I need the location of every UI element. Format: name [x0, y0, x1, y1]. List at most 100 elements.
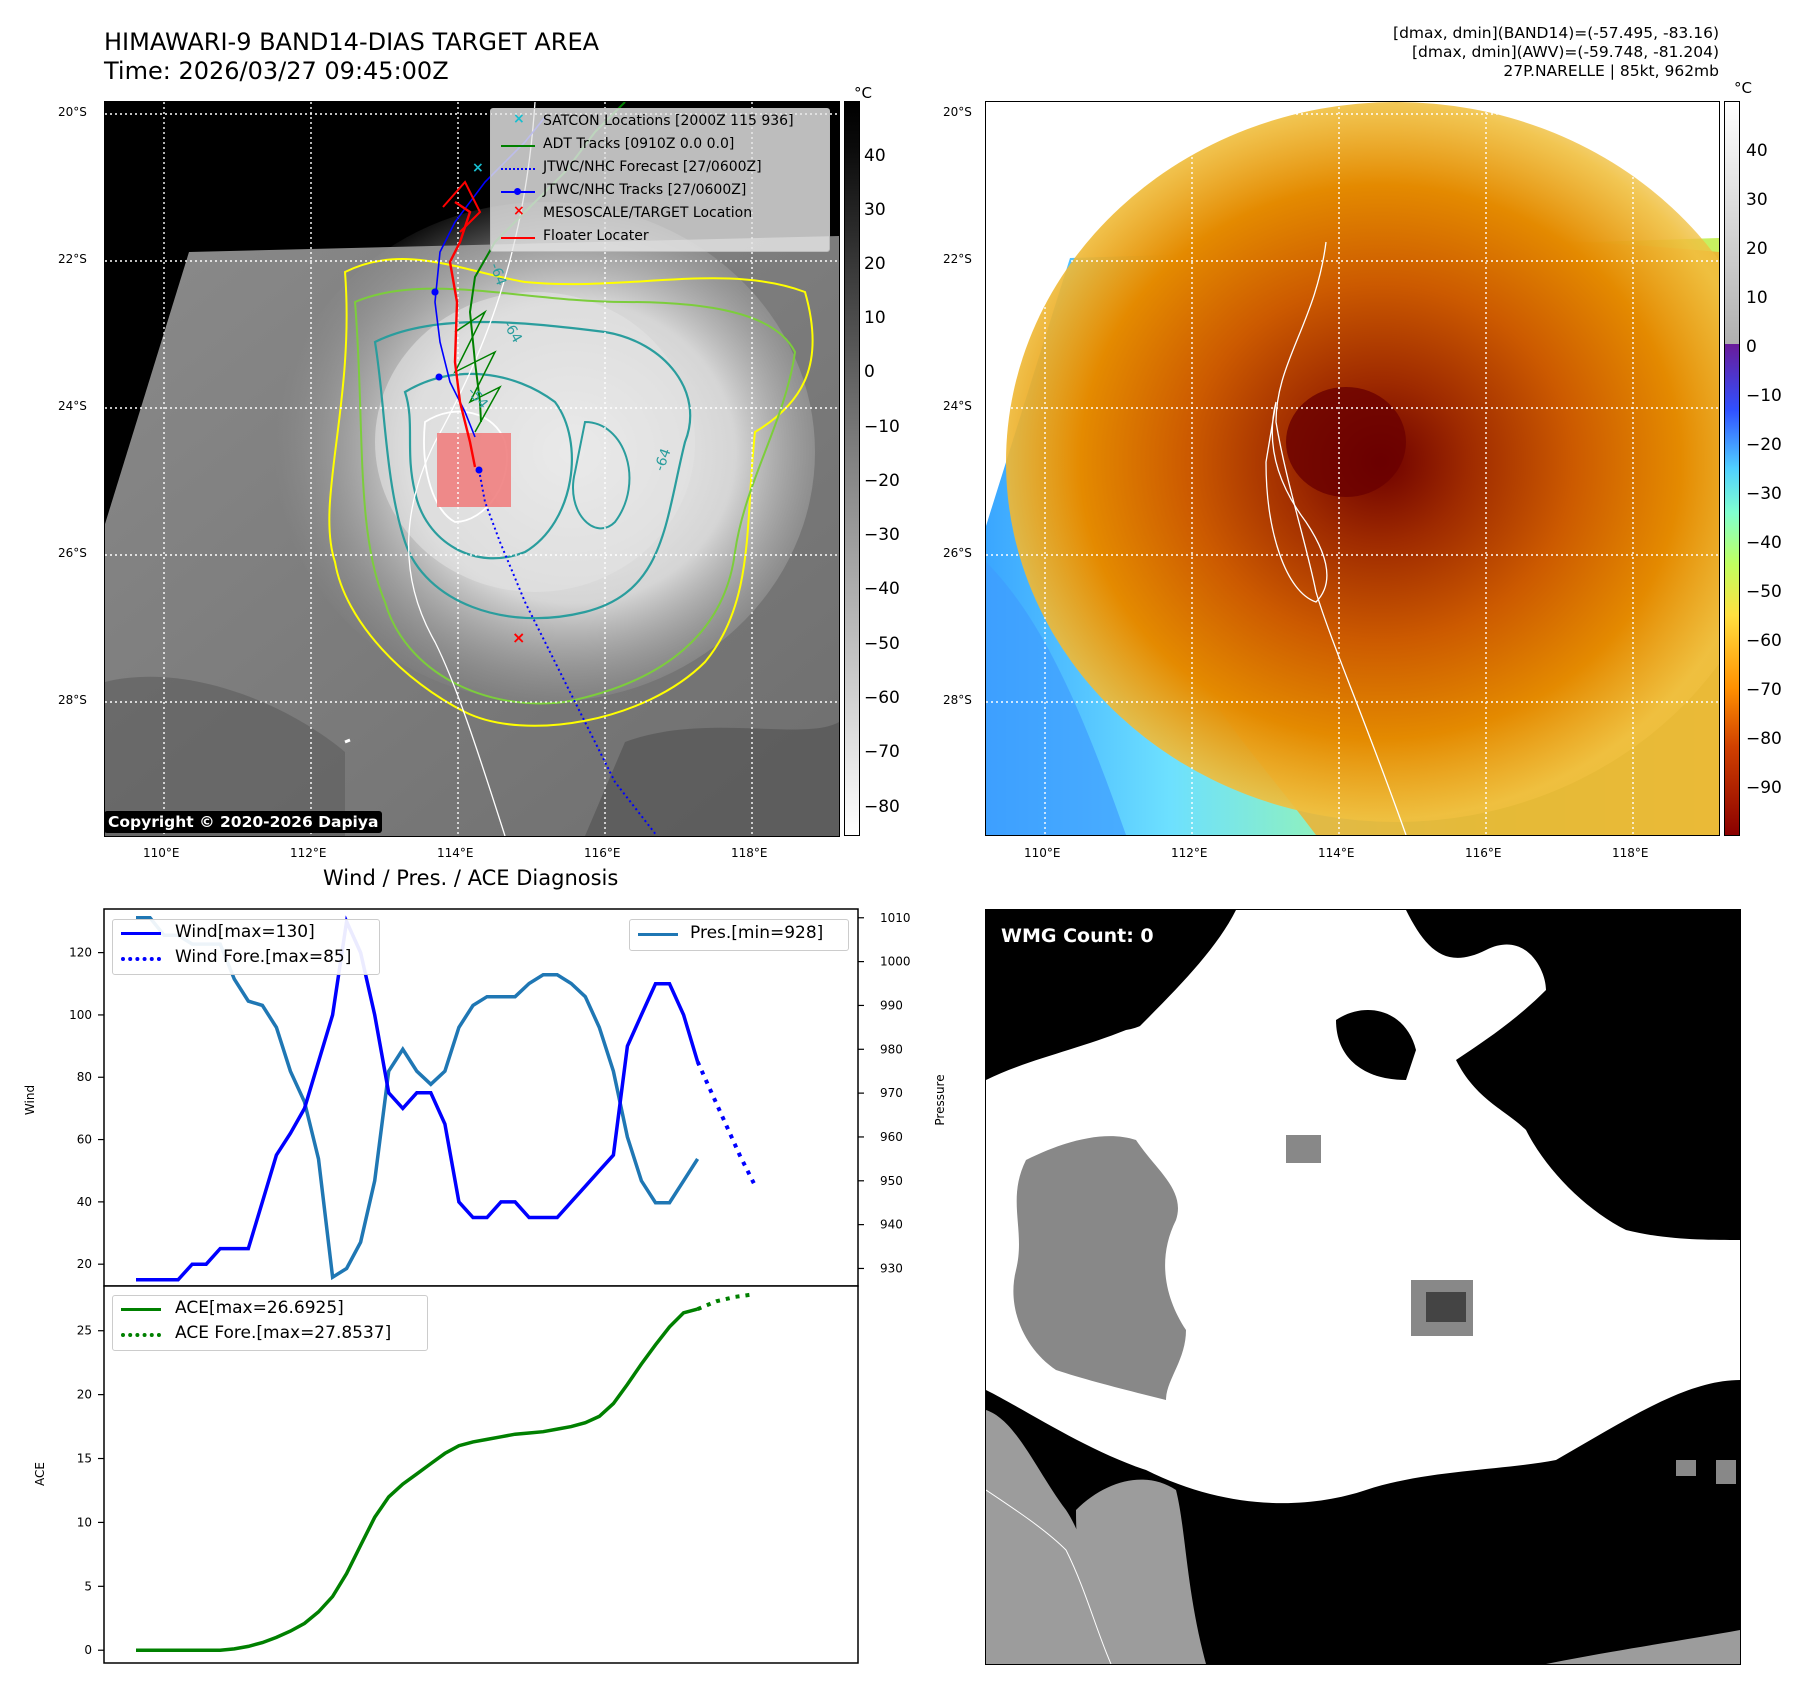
pressure-legend: Pres.[min=928]: [629, 919, 849, 951]
cb-right-tick: −40: [1746, 533, 1782, 553]
lon-label-118: 118°E: [731, 846, 768, 860]
lat-label-24: 24°S: [58, 399, 87, 413]
tick-label: 0: [84, 1643, 92, 1657]
lat-label-26-right: 26°S: [943, 546, 972, 560]
legend-jtwc-forecast-label: JTWC/NHC Forecast [27/0600Z]: [543, 159, 762, 175]
info-band14: [dmax, dmin](BAND14)=(-57.495, -83.16): [1393, 24, 1719, 42]
lat-label-26: 26°S: [58, 546, 87, 560]
cb-left-tick: −50: [864, 634, 900, 654]
tick-label: 20: [77, 1388, 92, 1402]
cb-left-tick: −10: [864, 417, 900, 437]
cb-right-tick: −80: [1746, 729, 1782, 749]
red-x-icon: ×: [513, 203, 525, 219]
wind-legend-label: Wind[max=130]: [175, 922, 315, 942]
ace-ticks: 0 5 10 15 20 25: [77, 1324, 104, 1657]
tick-label: 120: [69, 946, 92, 960]
info-awv: [dmax, dmin](AWV)=(-59.748, -81.204): [1412, 43, 1719, 61]
legend-jtwc-tracks-label: JTWC/NHC Tracks [27/0600Z]: [543, 182, 747, 198]
wmg-panel[interactable]: [985, 909, 1741, 1665]
colorbar-left-unit: °C: [854, 84, 872, 102]
tick-label: 960: [880, 1130, 903, 1144]
dotted-line-icon: [121, 957, 161, 961]
line-icon: [501, 237, 535, 239]
tick-label: 5: [84, 1579, 92, 1593]
lon-label-116-right: 116°E: [1465, 846, 1502, 860]
contour-label-1: -64: [486, 261, 509, 288]
cb-right-tick: 20: [1746, 239, 1768, 259]
info-storm: 27P.NARELLE | 85kt, 962mb: [1503, 62, 1719, 80]
ir-map-panel[interactable]: × × -64 -64 -54 -64: [104, 101, 840, 837]
ace-forecast-series-line: [696, 1292, 755, 1311]
colorbar-right: [1724, 101, 1740, 836]
lat-label-22: 22°S: [58, 252, 87, 266]
awv-map-panel[interactable]: [985, 101, 1720, 836]
cb-right-tick: −30: [1746, 484, 1782, 504]
cb-right-tick: −60: [1746, 631, 1782, 651]
cb-left-tick: −80: [864, 797, 900, 817]
satcon-marker: ×: [472, 160, 484, 176]
tick-label: 15: [77, 1452, 92, 1466]
lon-label-110-right: 110°E: [1024, 846, 1061, 860]
track-legend: × SATCON Locations [2000Z 115 936] ADT T…: [490, 108, 830, 252]
ace-fore-legend-label: ACE Fore.[max=27.8537]: [175, 1323, 392, 1343]
cb-right-tick: −70: [1746, 680, 1782, 700]
tick-label: 950: [880, 1174, 903, 1188]
cb-right-tick: −90: [1746, 778, 1782, 798]
cb-left-tick: −40: [864, 579, 900, 599]
cb-right-tick: −20: [1746, 435, 1782, 455]
ace-series-line: [136, 1307, 699, 1652]
cb-right-tick: 0: [1746, 337, 1757, 357]
legend-floater-label: Floater Locater: [543, 228, 649, 244]
wind-ticks: 20 40 60 80 100 120: [69, 946, 104, 1271]
lon-label-110: 110°E: [143, 846, 180, 860]
lat-label-24-right: 24°S: [943, 399, 972, 413]
contour-label-4: -64: [652, 446, 675, 473]
tick-label: 930: [880, 1261, 903, 1275]
dot-icon: [514, 188, 521, 195]
legend-satcon-label: SATCON Locations [2000Z 115 936]: [543, 113, 794, 129]
line-icon: [121, 932, 161, 935]
diagnosis-title: Wind / Pres. / ACE Diagnosis: [323, 866, 619, 890]
tick-label: 1000: [880, 955, 911, 969]
tick-label: 1010: [880, 911, 911, 925]
target-area-box: [437, 433, 511, 507]
wind-legend: Wind[max=130] Wind Fore.[max=85]: [112, 919, 380, 975]
cb-left-tick: 0: [864, 362, 875, 382]
line-icon: [501, 145, 535, 147]
mesoscale-target-marker: ×: [512, 628, 525, 647]
cb-right-tick: 40: [1746, 141, 1768, 161]
cb-right-tick: 30: [1746, 190, 1768, 210]
cb-left-tick: −60: [864, 688, 900, 708]
legend-adt-label: ADT Tracks [0910Z 0.0 0.0]: [543, 136, 735, 152]
figure-title: HIMAWARI-9 BAND14-DIAS TARGET AREA: [104, 28, 600, 56]
pressure-ticks: 930 940 950 960 970 980 990 1000 1010: [858, 911, 911, 1275]
lat-label-28: 28°S: [58, 693, 87, 707]
colorbar-left: [844, 101, 860, 836]
lat-label-28-right: 28°S: [943, 693, 972, 707]
lat-label-20: 20°S: [58, 105, 87, 119]
awv-map-image: [986, 102, 1719, 835]
tick-label: 990: [880, 998, 903, 1012]
wind-fore-legend-label: Wind Fore.[max=85]: [175, 947, 352, 967]
tick-label: 25: [77, 1324, 92, 1338]
lon-label-112: 112°E: [290, 846, 327, 860]
tick-label: 980: [880, 1042, 903, 1056]
lon-label-114-right: 114°E: [1318, 846, 1355, 860]
lat-label-22-right: 22°S: [943, 252, 972, 266]
tick-label: 940: [880, 1218, 903, 1232]
lat-label-20-right: 20°S: [943, 105, 972, 119]
cb-left-tick: 30: [864, 200, 886, 220]
copyright-badge: Copyright © 2020-2026 Dapiya: [104, 811, 383, 833]
cb-left-tick: −20: [864, 471, 900, 491]
cb-left-tick: −70: [864, 742, 900, 762]
wind-series-line: [136, 915, 700, 1282]
tick-label: 20: [77, 1257, 92, 1271]
ace-axis-label: ACE: [33, 1462, 47, 1486]
ir-map-image: × × -64 -64 -54 -64: [105, 102, 839, 836]
dotted-line-icon: [121, 1333, 161, 1337]
cb-right-tick: 10: [1746, 288, 1768, 308]
wmg-image: [986, 910, 1740, 1664]
tick-label: 10: [77, 1515, 92, 1529]
colorbar-right-unit: °C: [1734, 79, 1752, 97]
pressure-axis-label: Pressure: [933, 1074, 947, 1125]
